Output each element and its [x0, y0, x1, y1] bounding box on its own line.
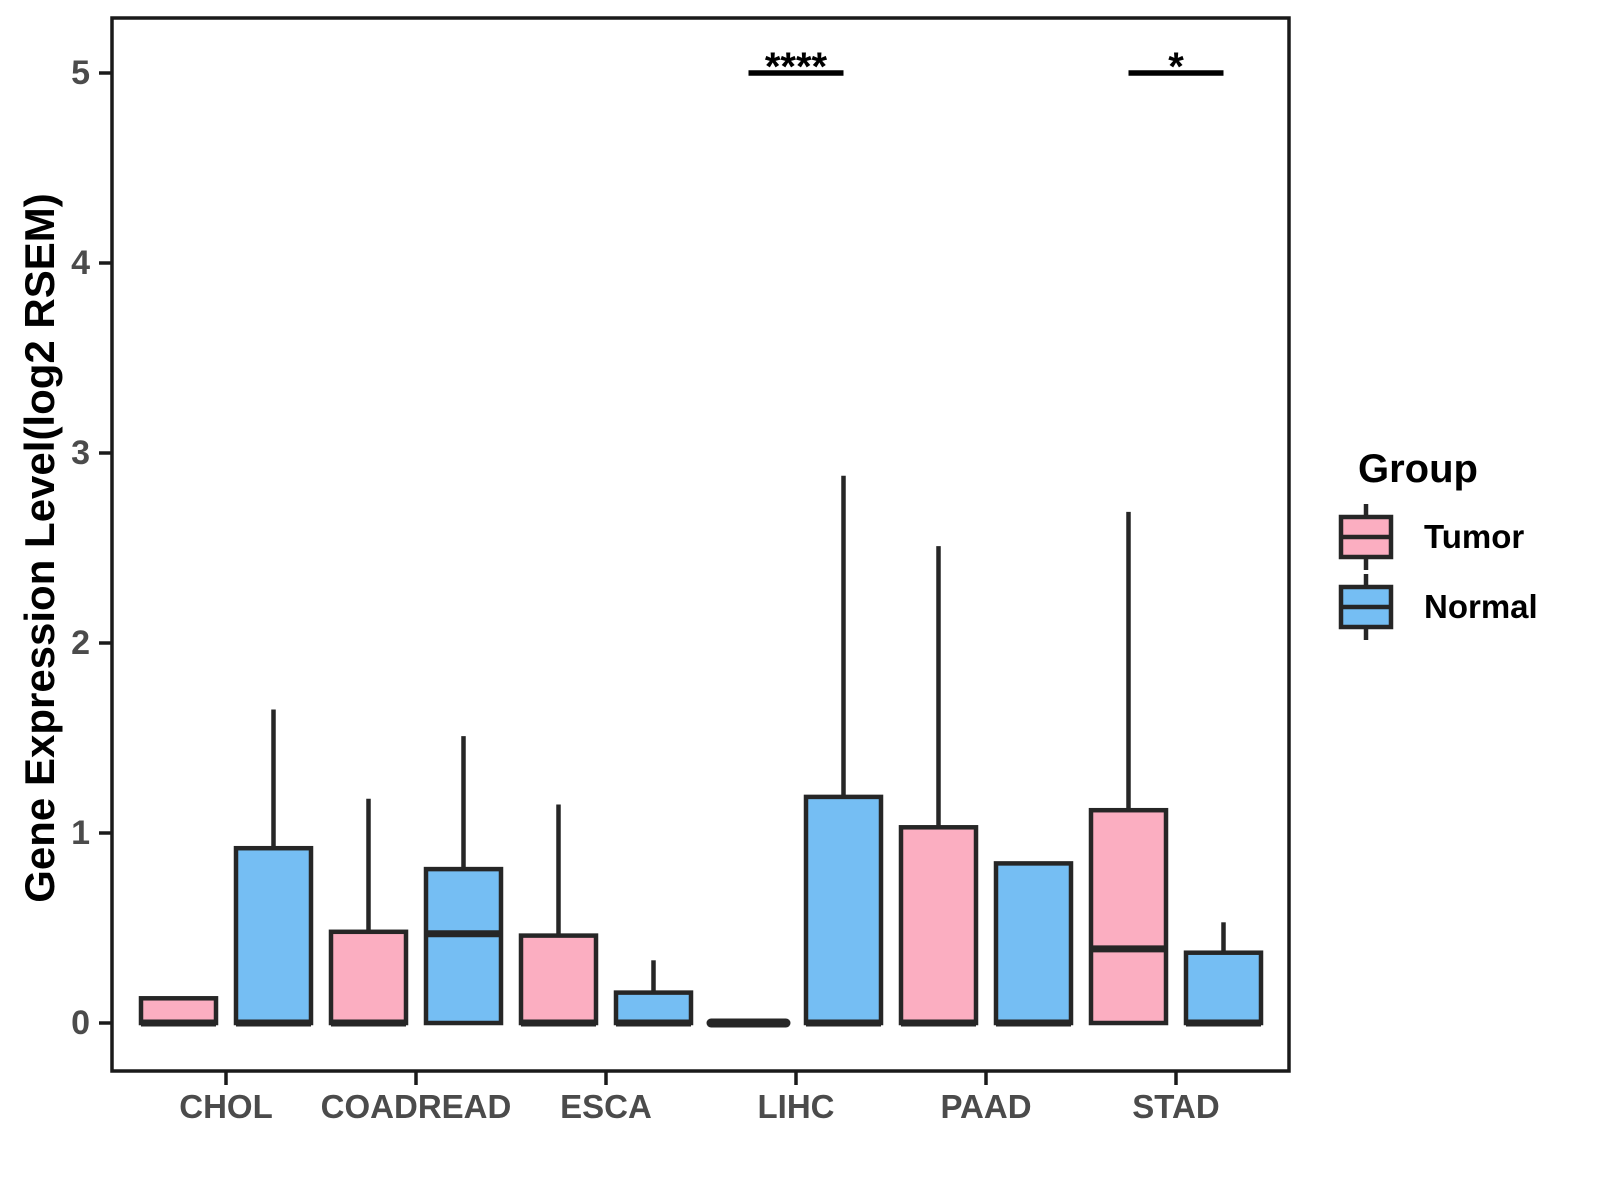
box-STAD-Tumor — [1088, 807, 1169, 1026]
tumor-boxplot-key-icon — [1338, 504, 1394, 570]
x-label-STAD: STAD — [1132, 1088, 1219, 1125]
box-STAD-Normal — [1183, 950, 1264, 1026]
box-COADREAD-Tumor — [328, 929, 409, 1026]
legend: Group Tumor Normal — [1330, 446, 1590, 642]
x-label-LIHC: LIHC — [758, 1088, 835, 1125]
box-PAAD-Normal — [993, 861, 1074, 1026]
box-LIHC-Normal — [803, 794, 884, 1026]
sig-label-STAD: * — [1168, 45, 1184, 89]
x-label-CHOL: CHOL — [179, 1088, 273, 1125]
box-CHOL-Normal — [233, 845, 314, 1026]
box-ESCA-Tumor — [518, 933, 599, 1026]
normal-boxplot-key-icon — [1338, 574, 1394, 640]
legend-item-tumor: Tumor — [1330, 502, 1590, 572]
y-tick-label-2: 2 — [71, 624, 90, 662]
y-tick-label-3: 3 — [71, 434, 90, 472]
y-tick-label-4: 4 — [71, 244, 90, 282]
x-label-ESCA: ESCA — [560, 1088, 652, 1125]
box-CHOL-Tumor — [138, 996, 219, 1026]
box-PAAD-Tumor — [898, 825, 979, 1026]
y-tick-label-1: 1 — [71, 814, 90, 852]
legend-title: Group — [1358, 447, 1478, 491]
legend-label-normal: Normal — [1424, 588, 1538, 625]
box-COADREAD-Normal — [423, 866, 504, 1026]
legend-item-normal: Normal — [1330, 572, 1590, 642]
y-tick-label-5: 5 — [71, 54, 90, 92]
box-ESCA-Normal — [613, 990, 694, 1026]
legend-label-tumor: Tumor — [1424, 518, 1525, 555]
x-label-PAAD: PAAD — [940, 1088, 1031, 1125]
y-tick-label-0: 0 — [71, 1004, 90, 1042]
y-axis-title: Gene Expression Level(log2 RSEM) — [16, 193, 63, 903]
sig-label-LIHC: **** — [765, 45, 828, 89]
x-label-COADREAD: COADREAD — [321, 1088, 512, 1125]
